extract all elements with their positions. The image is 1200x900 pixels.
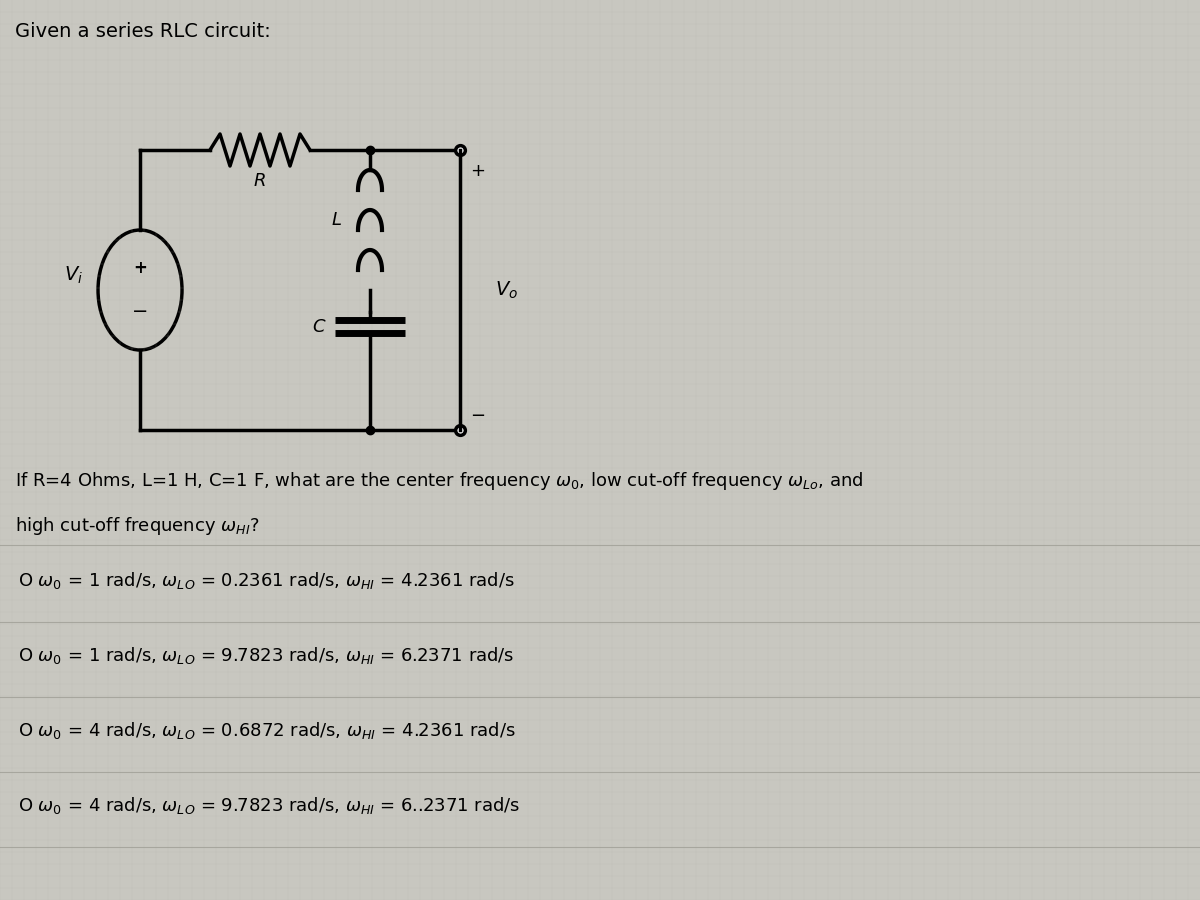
Text: O $\omega_0$ = 4 rad/s, $\omega_{LO}$ = 9.7823 rad/s, $\omega_{HI}$ = 6..2371 ra: O $\omega_0$ = 4 rad/s, $\omega_{LO}$ = … — [18, 795, 520, 816]
Text: high cut-off frequency $\omega_{HI}$?: high cut-off frequency $\omega_{HI}$? — [14, 515, 259, 537]
Text: R: R — [253, 172, 266, 190]
Text: $V_o$: $V_o$ — [494, 279, 518, 301]
Text: L: L — [332, 211, 342, 229]
Text: +: + — [470, 162, 485, 180]
Text: O $\omega_0$ = 4 rad/s, $\omega_{LO}$ = 0.6872 rad/s, $\omega_{HI}$ = 4.2361 rad: O $\omega_0$ = 4 rad/s, $\omega_{LO}$ = … — [18, 720, 516, 741]
Text: O $\omega_0$ = 1 rad/s, $\omega_{LO}$ = 0.2361 rad/s, $\omega_{HI}$ = 4.2361 rad: O $\omega_0$ = 1 rad/s, $\omega_{LO}$ = … — [18, 570, 515, 591]
Text: If R=4 Ohms, L=1 H, C=1 F, what are the center frequency $\omega_0$, low cut-off: If R=4 Ohms, L=1 H, C=1 F, what are the … — [14, 470, 864, 492]
Text: −: − — [132, 302, 148, 321]
Text: C: C — [312, 318, 325, 336]
Text: $V_i$: $V_i$ — [64, 265, 83, 285]
Text: −: − — [470, 407, 485, 425]
Text: +: + — [133, 259, 146, 277]
Text: Given a series RLC circuit:: Given a series RLC circuit: — [14, 22, 271, 41]
Text: O $\omega_0$ = 1 rad/s, $\omega_{LO}$ = 9.7823 rad/s, $\omega_{HI}$ = 6.2371 rad: O $\omega_0$ = 1 rad/s, $\omega_{LO}$ = … — [18, 645, 515, 666]
